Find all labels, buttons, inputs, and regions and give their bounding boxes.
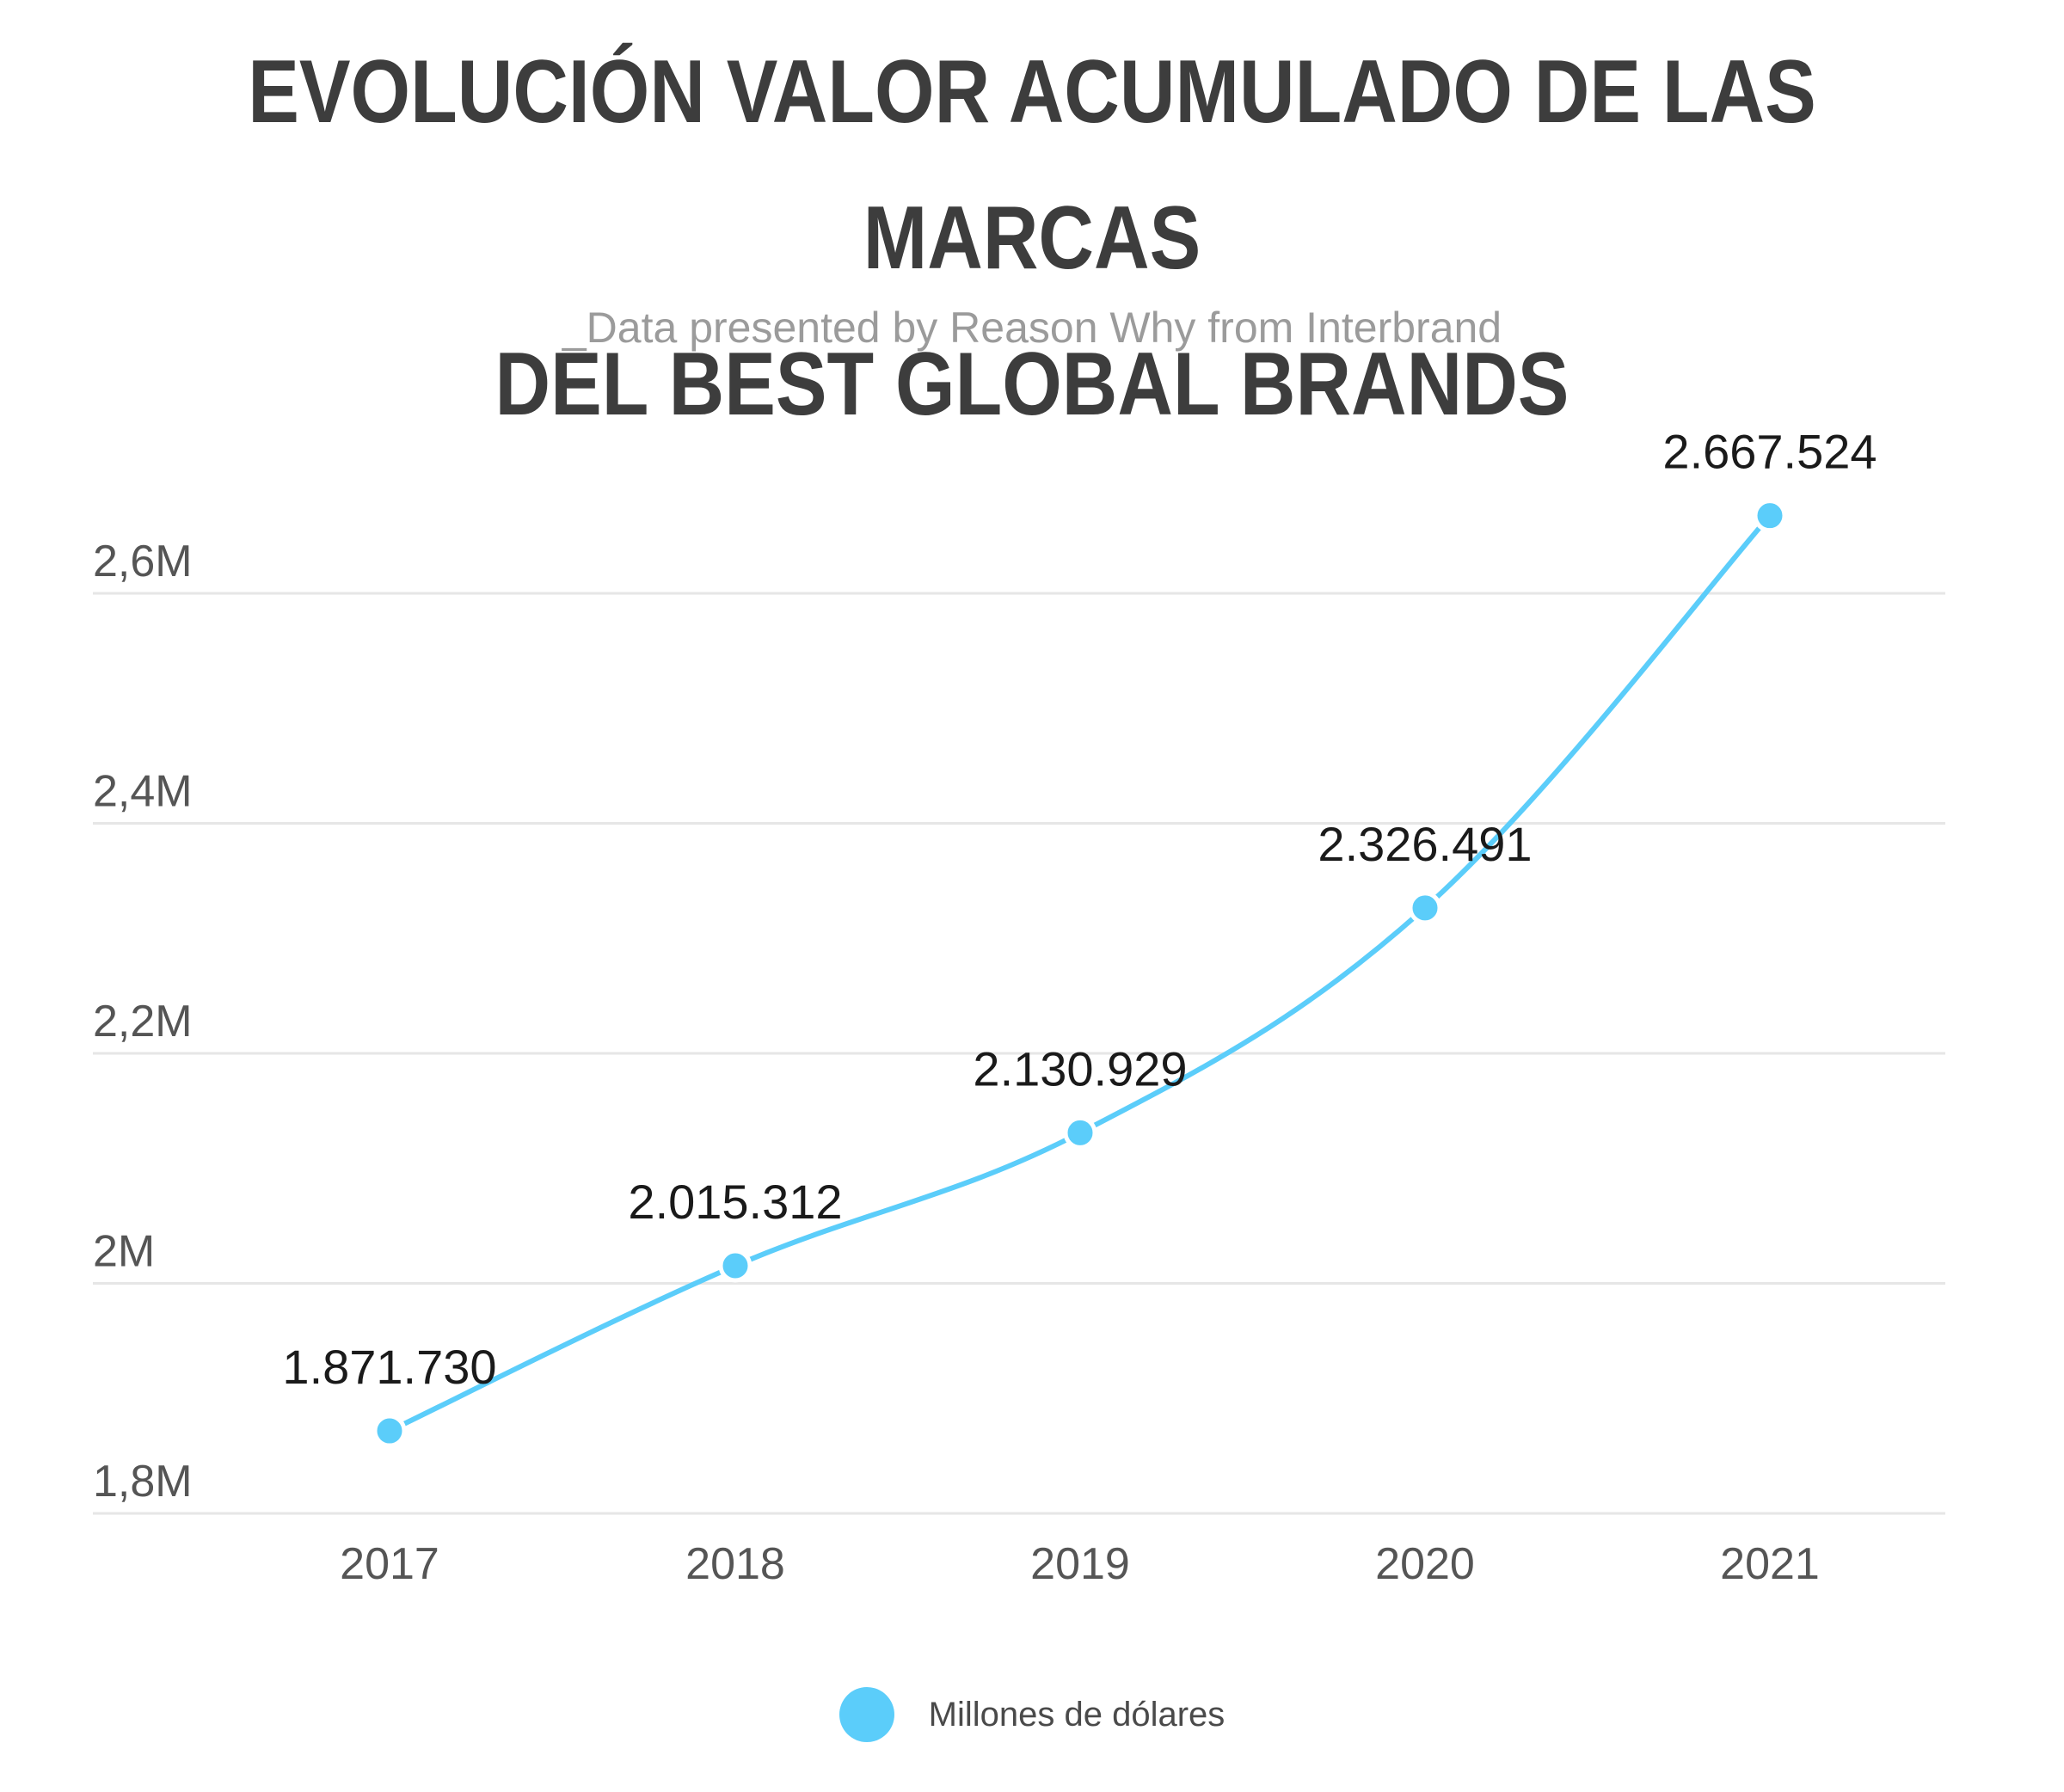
y-tick-label: 2,2M: [93, 997, 193, 1046]
y-tick-label: 2,6M: [93, 537, 193, 586]
legend-label: Millones de dólares: [928, 1695, 1226, 1734]
y-tick-label: 2,4M: [93, 767, 193, 817]
legend: Millones de dólares: [0, 1687, 2064, 1742]
data-point: [1753, 499, 1787, 533]
data-label: 1.871.730: [282, 1340, 496, 1394]
y-tick-label: 1,8M: [93, 1457, 193, 1507]
data-label: 2.015.312: [628, 1175, 842, 1229]
grid-lines: [93, 592, 1945, 1515]
x-tick-label: 2021: [1720, 1539, 1820, 1589]
y-tick-label: 2M: [93, 1227, 155, 1277]
data-point: [1408, 891, 1442, 925]
data-points: [372, 499, 1787, 1448]
chart-subtitle: _Data presented by Reason Why from Inter…: [562, 304, 1502, 352]
x-tick-label: 2020: [1375, 1539, 1475, 1589]
chart-title: EVOLUCIÓN VALOR ACUMULADO DE LAS MARCAS …: [248, 42, 1816, 434]
x-tick-label: 2019: [1030, 1539, 1130, 1589]
data-label: 2.667.524: [1662, 425, 1877, 479]
data-label: 2.326.491: [1318, 817, 1532, 871]
y-axis-ticks: 1,8M 2M 2,2M 2,4M 2,6M: [93, 537, 193, 1507]
data-point: [718, 1249, 752, 1283]
series-line-millones: [387, 512, 1772, 1434]
data-point: [372, 1414, 407, 1448]
data-point: [1063, 1115, 1097, 1150]
data-labels: 1.871.730 2.015.312 2.130.929 2.326.491 2.66…: [282, 425, 1877, 1394]
x-tick-label: 2017: [340, 1539, 439, 1589]
data-label: 2.130.929: [973, 1041, 1187, 1095]
x-axis-ticks: 2017 2018 2019 2020 2021: [340, 1539, 1820, 1589]
x-tick-label: 2018: [685, 1539, 785, 1589]
legend-swatch: [838, 1687, 894, 1742]
